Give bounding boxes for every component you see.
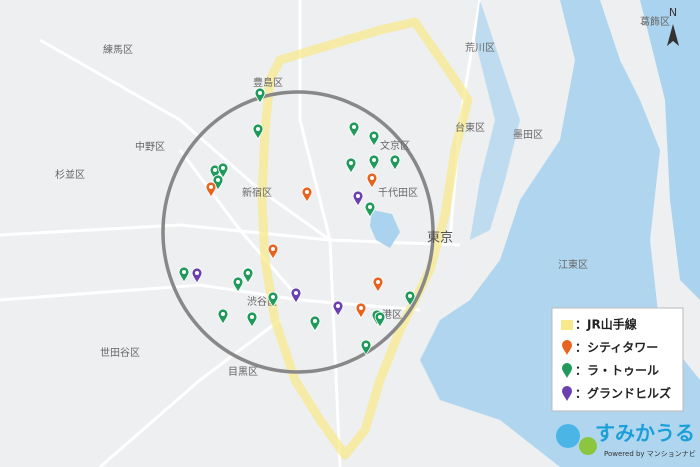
pin (217, 162, 229, 179)
ward-label: 世田谷区 (100, 347, 140, 359)
logo-icon (556, 424, 580, 448)
pin (404, 290, 416, 307)
yamanote-line (257, 17, 473, 460)
legend-label: ：シティタワー (575, 341, 658, 355)
pin-dot (393, 158, 397, 162)
pin-dot (372, 134, 376, 138)
pin (355, 302, 367, 319)
ward-label: 葛飾区 (640, 15, 670, 28)
pin-dot (250, 315, 254, 319)
pin-dot (370, 176, 374, 180)
ward-label: 東京 (427, 230, 453, 246)
ward-label: 新宿区 (242, 186, 272, 199)
legend-pin (562, 386, 572, 401)
logo-icon (579, 437, 597, 455)
pin (360, 339, 372, 356)
ward-label: 練馬区 (103, 43, 133, 56)
pin-dot (364, 343, 368, 347)
pin (368, 130, 380, 147)
pin (364, 201, 376, 218)
pin-dot (271, 295, 275, 299)
pin-dot (256, 127, 260, 131)
pin (348, 121, 360, 138)
pin (332, 300, 344, 317)
pin-dot (195, 271, 199, 275)
legend-pin (562, 363, 572, 378)
pin-dot (221, 166, 225, 170)
pin (368, 154, 380, 171)
pin-dot (313, 319, 317, 323)
logo-powered: Powered by マンションナビ (604, 449, 696, 458)
pin-dot (349, 161, 353, 165)
legend-label: ：グランドヒルズ (575, 386, 671, 401)
pin (290, 287, 302, 304)
pin-dot (372, 158, 376, 162)
pin (232, 276, 244, 293)
pin (252, 123, 264, 140)
pin (254, 87, 266, 104)
pin-dot (258, 91, 262, 95)
ward-label: 目黒区 (228, 366, 258, 378)
area-circle (161, 90, 435, 374)
ward-label: 杉並区 (55, 168, 85, 181)
pin-dot (336, 304, 340, 308)
pin-dot (408, 294, 412, 298)
pin (217, 308, 229, 325)
ward-label: 墨田区 (513, 129, 543, 141)
logo-title: すみかうる (595, 421, 695, 445)
pin-dot (213, 168, 217, 172)
legend-label: ：ラ・トゥール (575, 364, 659, 378)
logo: すみかうる Powered by マンションナビ (556, 421, 696, 458)
pin (191, 267, 203, 284)
pin (389, 154, 401, 171)
ward-label: 千代田区 (378, 187, 418, 199)
legend-label: ：JR山手線 (575, 317, 637, 332)
pin-dot (359, 306, 363, 310)
pin (205, 181, 217, 198)
legend-pin (562, 340, 572, 355)
ward-label: 中野区 (135, 140, 165, 153)
pins (178, 87, 416, 356)
ward-label: 港区 (382, 309, 402, 321)
ward-label: 台東区 (455, 121, 485, 134)
pin-dot (246, 271, 250, 275)
pin-dot (271, 247, 275, 251)
pin (178, 266, 190, 283)
pin (209, 164, 221, 181)
pin-dot (368, 205, 372, 209)
pin-dot (305, 190, 309, 194)
pin (372, 276, 384, 293)
ward-label: 荒川区 (465, 42, 495, 54)
pin-dot (182, 270, 186, 274)
compass-label: N (669, 6, 677, 19)
pin (366, 172, 378, 189)
pin-dot (236, 280, 240, 284)
ward-label: 江東区 (558, 258, 588, 271)
pin (267, 243, 279, 260)
pin-dot (294, 291, 298, 295)
pin (345, 157, 357, 174)
pin (267, 291, 279, 308)
pin (374, 311, 386, 328)
legend: ：JR山手線 ：シティタワー ：ラ・トゥール ：グランドヒルズ (561, 317, 671, 401)
pin-dot (378, 315, 382, 319)
ward-labels: 練馬区豊島区荒川区葛飾区台東区墨田区中野区杉並区文京区千代田区新宿区東京江東区渋… (55, 15, 670, 378)
pin (246, 311, 258, 328)
legend-swatch (561, 320, 573, 330)
pin-dot (376, 280, 380, 284)
compass-arrow (667, 24, 679, 46)
pin-dot (216, 178, 220, 182)
pin (309, 315, 321, 332)
pin-dot (356, 194, 360, 198)
pin-dot (352, 125, 356, 129)
pin-dot (209, 185, 213, 189)
ward-label: 豊島区 (253, 76, 283, 89)
pin (301, 186, 313, 203)
pin (242, 267, 254, 284)
pin (352, 190, 364, 207)
legend-box (551, 307, 684, 412)
ward-label: 文京区 (380, 139, 410, 152)
pin-dot (221, 312, 225, 316)
